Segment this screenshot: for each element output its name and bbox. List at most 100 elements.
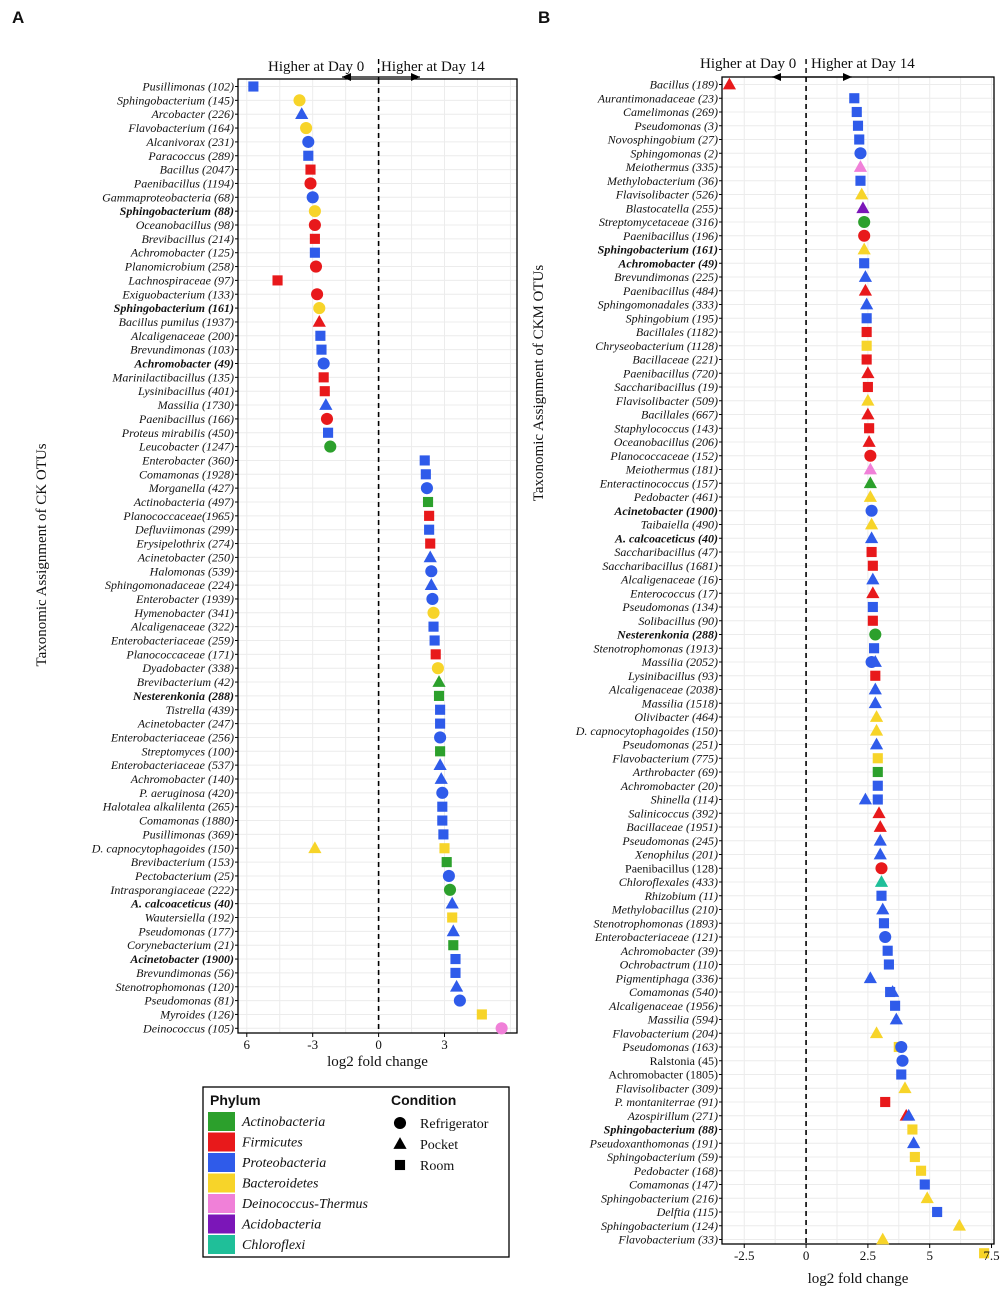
panel-b-otu-label-bacillaceae-221: Bacillaceae (221) [632,353,718,367]
panel-a-otu-label-enterobacteriaceae-256: Enterobacteriaceae (256) [110,730,234,744]
panel-a-otu-label-a-calcoaceticus-40: A. calcoaceticus (40) [130,897,234,911]
legend-label-chloroflexi: Chloroflexi [242,1238,305,1253]
panel-b-x-tick-label: 2.5 [860,1248,876,1263]
panel-a-otu-label-wautersiella-192: Wautersiella (192) [145,911,234,925]
panel-b-point-ochrobactrum-110 [883,959,894,970]
panel-b-point-achromobacter-1805 [896,1069,907,1080]
panel-b-point-a-calcoaceticus-40 [865,531,879,544]
panel-b-otu-label-saccharibacillus-19: Saccharibacillus (19) [614,380,718,394]
panel-b-point-bacillus-189 [722,77,737,90]
panel-b-x-tick-label: 0 [803,1248,810,1263]
panel-b-otu-label-ralstonia-45: Ralstonia (45) [650,1054,718,1068]
panel-a-otu-label-stenotrophomonas-120: Stenotrophomonas (120) [115,980,234,994]
panel-a-point-morganella-427 [420,482,433,495]
panel-a-otu-label-streptomyces-100: Streptomyces (100) [141,744,234,758]
panel-a-otu-label-planococcaceae-1965: Planococcaceae(1965) [122,509,234,523]
panel-a-otu-label-lysinibacillus-401: Lysinibacillus (401) [137,384,234,398]
panel-b-otu-label-planococcaceae-152: Planococcaceae (152) [609,449,718,463]
panel-a-otu-label-bacillus-pumilus-1937: Bacillus pumilus (1937) [119,315,234,329]
legend-condition-pocket: Pocket [420,1138,458,1153]
panel-b-point-salinicoccus-392 [872,806,886,819]
panel-a-otu-label-acinetobacter-1900: Acinetobacter (1900) [129,952,234,966]
panel-b-otu-label-aurantimonadaceae-23: Aurantimonadaceae (23) [597,91,718,105]
panel-a-otu-label-proteus-mirabilis-450: Proteus mirabilis (450) [121,426,234,440]
panel-b-otu-label-flavobacterium-775: Flavobacterium (775) [611,751,718,765]
panel-b-point-nesterenkonia-288 [869,628,882,641]
panel-a-point-bacillus-2047 [305,164,316,175]
panel-b-header-right: Higher at Day 14 [811,56,915,72]
legend-shape-refrigerator [393,1116,407,1130]
panel-b-otu-label-ochrobactrum-110: Ochrobactrum (110) [620,958,718,972]
panel-b-point-sphingobium-195 [861,313,872,324]
panel-b-point-comamonas-540 [886,985,900,997]
panel-a-otu-label-tistrella-439: Tistrella (439) [165,703,234,717]
panel-a-x-tick-label: -3 [307,1037,318,1052]
panel-b-point-flavisolibacter-309 [898,1081,912,1094]
panel-b-otu-label-sphingobacterium-59: Sphingobacterium (59) [607,1150,718,1164]
panel-b-otu-label-bacillus-189: Bacillus (189) [650,78,718,92]
panel-a-point-planococcaceae-1965 [424,510,435,521]
panel-a-otu-label-sphingobacterium-145: Sphingobacterium (145) [117,93,234,107]
panel-a-point-enterobacter-1939 [426,592,439,605]
panel-b-otu-label-sphingobacterium-216: Sphingobacterium (216) [601,1191,718,1205]
panel-b-otu-label-sphingomonas-2: Sphingomonas (2) [630,146,718,160]
panel-b-otu-label-arthrobacter-69: Arthrobacter (69) [632,765,718,779]
panel-a-point-marinilactibacillus-135 [318,372,329,383]
panel-b-otu-label-olivibacter-464: Olivibacter (464) [634,710,718,724]
panel-b-point-blastocatella-255 [856,201,870,214]
panel-b-otu-label-salinicoccus-392: Salinicoccus (392) [628,806,718,820]
panel-b-point-planococcaceae-152 [864,449,877,462]
legend-swatch-proteobacteria [208,1153,235,1172]
panel-b-otu-label-xenophilus-201: Xenophilus (201) [634,848,718,862]
panel-b-point-bacillales-1182 [861,326,872,338]
panel-b-otu-label-enteractinococcus-157: Enteractinococcus (157) [599,476,718,490]
panel-a-x-tick-label: 3 [441,1037,448,1052]
panel-a-point-streptomyces-100 [435,746,446,757]
panel-b-otu-label-achromobacter-20: Achromobacter (20) [620,779,718,793]
panel-b-otu-label-a-calcoaceticus-40: A. calcoaceticus (40) [614,531,718,545]
panel-a-otu-label-bacillus-2047: Bacillus (2047) [160,163,234,177]
panel-a-otu-label-pectobacterium-25: Pectobacterium (25) [134,869,234,883]
panel-a-otu-label-enterobacter-360: Enterobacter (360) [141,453,234,467]
legend-box [202,1086,510,1258]
panel-a-otu-label-leucobacter-1247: Leucobacter (1247) [138,440,234,454]
panel-b-point-paenibacillus-484 [858,283,873,296]
panel-a-otu-label-actinobacteria-497: Actinobacteria (497) [133,495,234,509]
legend: Phylum Condition Actinobacteria Firmicute… [202,1086,510,1258]
legend-phylum-title: Phylum [210,1092,261,1108]
panel-a-point-bacillus-pumilus-1937 [312,315,326,327]
panel-b-otu-label-brevundimonas-225: Brevundimonas (225) [614,270,718,284]
panel-a-point-flavobacterium-164 [300,122,313,135]
panel-a-point-actinobacteria-497 [422,496,434,508]
panel-b-point-bacillales-667 [861,407,875,420]
panel-b-point-sphingobacterium-124 [952,1218,966,1231]
panel-b-otu-label-pseudomonas-134: Pseudomonas (134) [621,600,718,614]
panel-b-otu-label-blastocatella-255: Blastocatella (255) [626,201,718,215]
panel-b-otu-label-streptomycetaceae-316: Streptomycetaceae (316) [599,215,718,229]
panel-a-point-achromobacter-49 [317,357,330,370]
legend-swatch-actinobacteria [208,1112,235,1131]
panel-a-otu-label-enterobacter-1939: Enterobacter (1939) [135,592,234,606]
panel-b-otu-label-saccharibacillus-47: Saccharibacillus (47) [614,545,718,559]
panel-b-point-streptomycetaceae-316 [858,215,871,229]
panel-a-otu-label-pusillimonas-369: Pusillimonas (369) [141,827,234,841]
panel-b-otu-label-comamonas-147: Comamonas (147) [629,1178,718,1192]
panel-a-point-hymenobacter-341 [427,606,440,619]
panel-a-otu-label-d-capnocytophagoides-150: D. capnocytophagoides (150) [91,841,234,855]
panel-b-otu-label-achromobacter-1805: Achromobacter (1805) [608,1068,718,1082]
panel-a-header-right: Higher at Day 14 [381,59,485,75]
panel-a-otu-label-achromobacter-125: Achromobacter (125) [130,246,234,260]
panel-b: Bacillus (189)Aurantimonadaceae (23)Came… [531,56,1000,1287]
legend-label-bacteroidetes: Bacteroidetes [242,1177,319,1192]
panel-a-otu-label-paracoccus-289: Paracoccus (289) [147,149,234,163]
panel-b-otu-label-flavisolibacter-526: Flavisolibacter (526) [615,188,718,202]
panel-a-otu-label-brevundimonas-56: Brevundimonas (56) [136,966,234,980]
panel-b-otu-label-methylobacillus-210: Methylobacillus (210) [611,903,718,917]
panel-a-point-enterobacter-360 [419,455,430,466]
panel-b-point-flavobacterium-33 [876,1232,890,1245]
panel-a-header-left: Higher at Day 0 [268,59,364,75]
panel-a-x-axis-label: log2 fold change [327,1054,428,1070]
panel-b-point-enterococcus-17 [866,586,880,599]
panel-b-otu-label-chryseobacterium-1128: Chryseobacterium (1128) [595,339,718,353]
panel-b-otu-label-pseudomonas-163: Pseudomonas (163) [621,1040,718,1054]
